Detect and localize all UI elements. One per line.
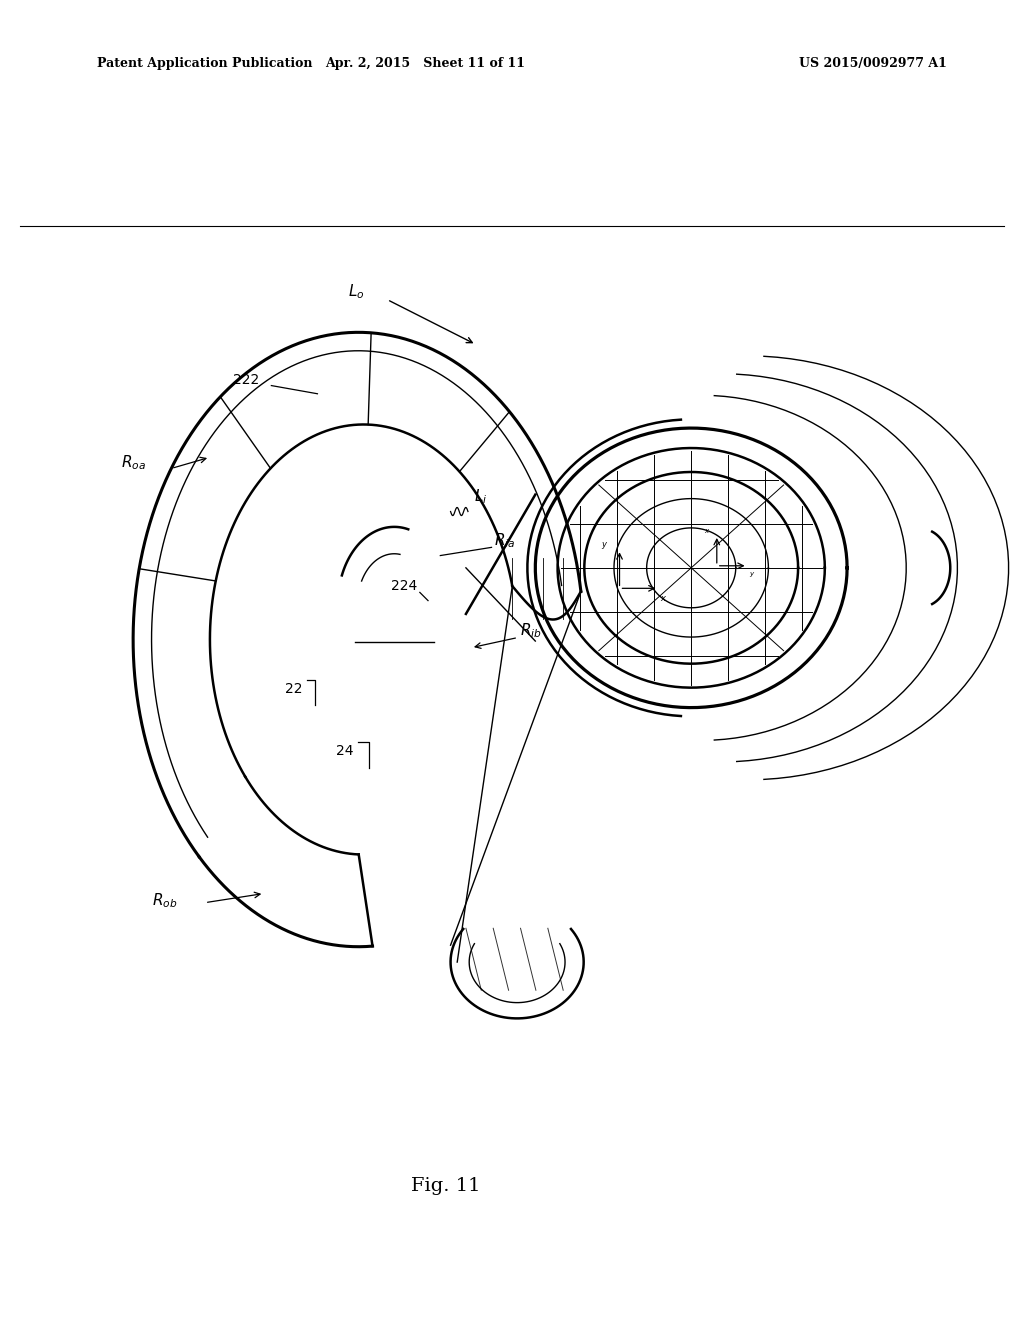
Text: Fig. 11: Fig. 11 [411, 1177, 480, 1196]
Text: $R_{oa}$: $R_{oa}$ [121, 454, 145, 473]
Text: Apr. 2, 2015   Sheet 11 of 11: Apr. 2, 2015 Sheet 11 of 11 [325, 57, 525, 70]
Text: x: x [705, 528, 709, 535]
Text: 222: 222 [233, 372, 260, 387]
Text: 22: 22 [285, 681, 302, 696]
Text: $L_o$: $L_o$ [348, 282, 365, 301]
Text: $R_{ib}$: $R_{ib}$ [520, 622, 542, 640]
Text: Patent Application Publication: Patent Application Publication [97, 57, 312, 70]
Text: 24: 24 [336, 744, 353, 758]
Text: y: y [750, 572, 754, 577]
Text: $L_i$: $L_i$ [474, 487, 487, 506]
Text: 224: 224 [391, 579, 418, 594]
Text: $R_{ob}$: $R_{ob}$ [152, 892, 177, 911]
Text: $R_{ia}$: $R_{ia}$ [494, 532, 515, 550]
Text: US 2015/0092977 A1: US 2015/0092977 A1 [799, 57, 946, 70]
Text: x: x [660, 594, 666, 603]
Text: y: y [601, 540, 606, 549]
